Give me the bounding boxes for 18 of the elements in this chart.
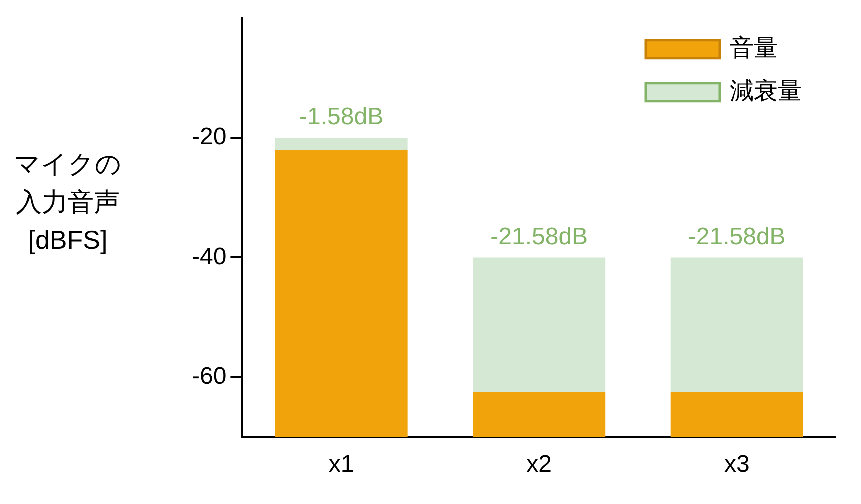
legend-label: 減衰量 (730, 78, 802, 106)
y-tick-label: -60 (192, 362, 227, 390)
y-tick-label: -40 (192, 243, 227, 270)
annotation: -1.58dB (300, 104, 384, 131)
legend-label: 音量 (730, 35, 778, 62)
bar (275, 138, 408, 150)
x-tick-label: x1 (328, 451, 354, 478)
y-tick-label: -20 (192, 124, 227, 151)
bar (670, 258, 804, 392)
y-axis-title: マイクの入力音声[dBFS] (13, 148, 123, 257)
bar (473, 392, 606, 438)
bar (670, 392, 804, 438)
x-tick-label: x2 (526, 451, 552, 478)
bar (275, 150, 408, 438)
annotation: -21.58dB (688, 223, 786, 250)
annotation: -21.58dB (490, 223, 588, 250)
bar (473, 258, 606, 392)
x-tick-label: x3 (724, 451, 750, 478)
